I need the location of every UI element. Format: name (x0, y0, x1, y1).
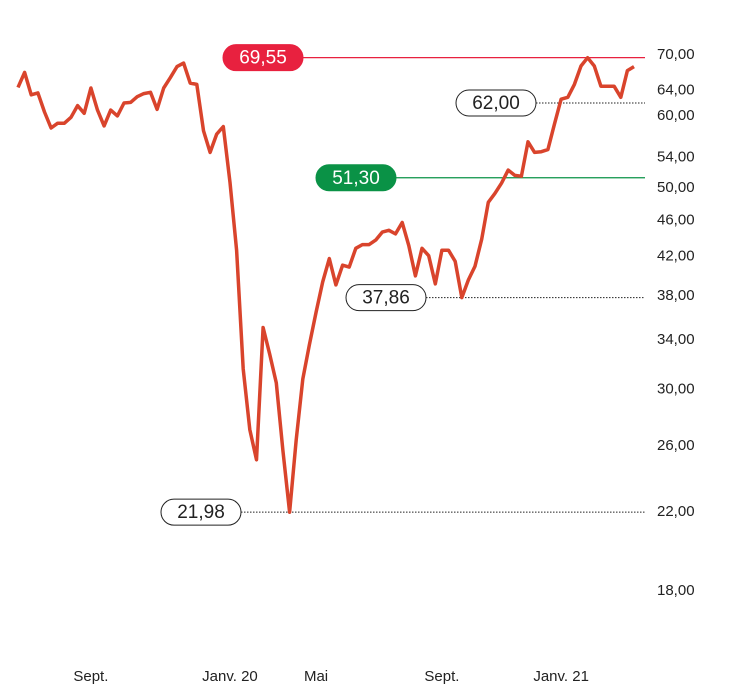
marker-pill (345, 284, 427, 312)
y-tick-label: 22,00 (657, 503, 695, 520)
x-tick-label: Mai (304, 668, 328, 685)
x-tick-label: Janv. 21 (533, 668, 589, 685)
y-tick-label: 38,00 (657, 287, 695, 304)
y-tick-label: 46,00 (657, 212, 695, 229)
y-tick-label: 70,00 (657, 46, 695, 63)
marker-label: 21,98 (177, 502, 225, 523)
y-tick-label: 54,00 (657, 148, 695, 165)
marker-pill (160, 498, 242, 526)
marker-label: 51,30 (332, 168, 380, 189)
x-tick-label: Janv. 20 (202, 668, 258, 685)
marker-pill (315, 164, 397, 192)
x-tick-label: Sept. (73, 668, 108, 685)
y-tick-label: 30,00 (657, 380, 695, 397)
y-tick-label: 42,00 (657, 248, 695, 265)
y-tick-label: 26,00 (657, 437, 695, 454)
y-tick-label: 64,00 (657, 81, 695, 98)
marker-pill (222, 44, 304, 72)
price-line (16, 55, 635, 514)
marker-label: 69,55 (239, 48, 287, 69)
marker-label: 62,00 (472, 93, 520, 114)
marker-pill (455, 89, 537, 117)
y-tick-label: 18,00 (657, 582, 695, 599)
y-tick-label: 34,00 (657, 331, 695, 348)
marker-label: 37,86 (362, 288, 410, 309)
x-tick-label: Sept. (424, 668, 459, 685)
y-tick-label: 60,00 (657, 107, 695, 124)
y-tick-label: 50,00 (657, 179, 695, 196)
